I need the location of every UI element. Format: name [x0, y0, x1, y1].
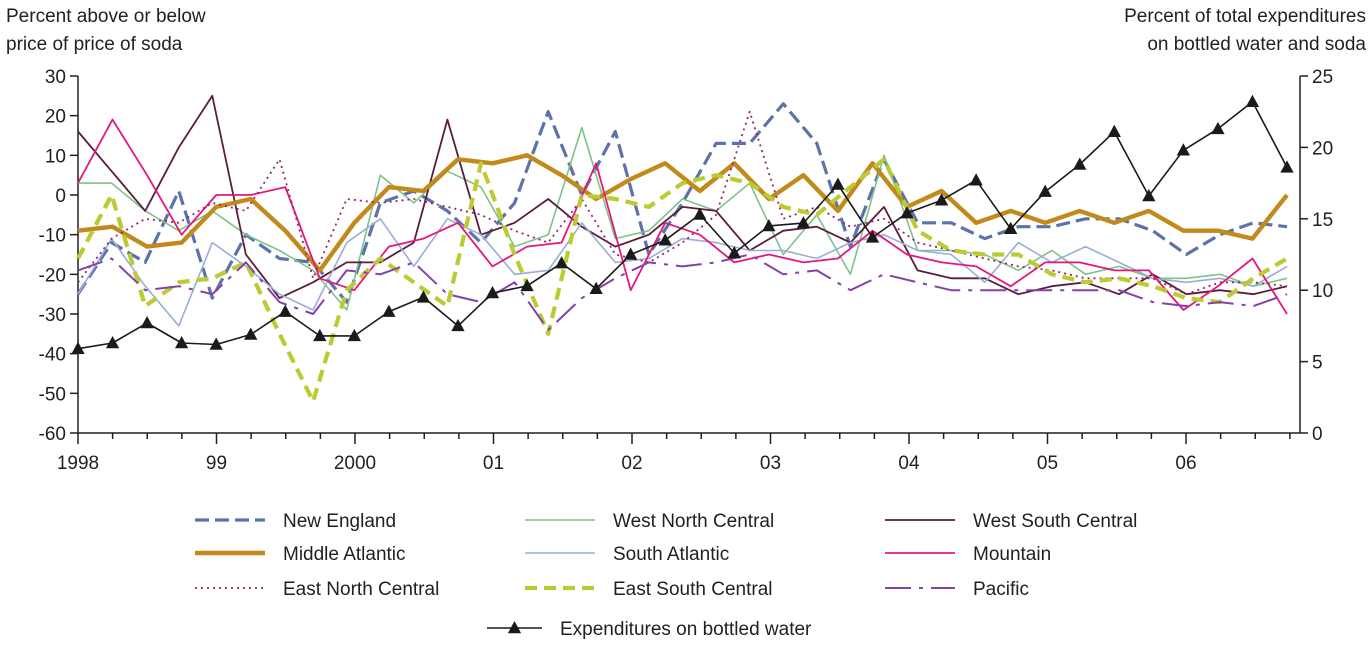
- x-axis-tick-label: 04: [898, 453, 920, 474]
- right-axis-tick-label: 0: [1312, 424, 1323, 445]
- right-axis-tick-label: 20: [1312, 138, 1333, 159]
- left-axis-tick-label: -10: [39, 226, 66, 247]
- series-line-new-england: [76, 102, 1288, 304]
- legend-label: East South Central: [613, 579, 772, 600]
- data-point-expenditures-on-bottled-water: [900, 206, 914, 219]
- data-point-expenditures-on-bottled-water: [382, 304, 396, 317]
- right-axis-title-line-2: on bottled water and soda: [1147, 34, 1366, 55]
- data-point-expenditures-on-bottled-water: [658, 233, 672, 246]
- legend-label: West North Central: [613, 511, 774, 532]
- x-axis-tick-label: 99: [206, 453, 227, 474]
- left-axis-tick-label: 10: [45, 146, 66, 167]
- x-axis-tick-label: 06: [1175, 453, 1196, 474]
- data-point-expenditures-on-bottled-water: [416, 290, 431, 303]
- left-axis-tick-label: -20: [39, 265, 66, 286]
- data-point-expenditures-on-bottled-water: [1245, 94, 1260, 107]
- left-axis-tick-label: 0: [55, 186, 66, 207]
- data-point-expenditures-on-bottled-water: [624, 247, 638, 260]
- legend-label: New England: [283, 511, 396, 532]
- data-point-expenditures-on-bottled-water: [727, 246, 741, 259]
- series-line-east-south-central: [76, 157, 1289, 404]
- data-point-expenditures-on-bottled-water: [209, 337, 223, 350]
- left-axis-tick-label: -40: [39, 345, 66, 366]
- x-axis-tick-label: 1998: [57, 453, 99, 474]
- data-point-expenditures-on-bottled-water: [1073, 157, 1087, 170]
- series-line-middle-atlantic: [77, 153, 1289, 273]
- x-axis-tick-label: 02: [621, 453, 642, 474]
- data-point-expenditures-on-bottled-water: [485, 286, 500, 299]
- data-point-expenditures-on-bottled-water: [554, 256, 569, 269]
- legend-marker: [507, 621, 522, 634]
- right-axis-tick-label: 5: [1312, 353, 1323, 374]
- x-axis-tick-label: 2000: [334, 453, 376, 474]
- series-line-mountain: [77, 118, 1288, 315]
- right-axis-tick-label: 10: [1312, 281, 1333, 302]
- data-point-expenditures-on-bottled-water: [796, 216, 811, 229]
- data-point-expenditures-on-bottled-water: [1004, 221, 1018, 235]
- right-axis-tick-label: 25: [1312, 67, 1333, 88]
- series-line-expenditures-on-bottled-water: [77, 100, 1288, 350]
- data-point-expenditures-on-bottled-water: [313, 328, 327, 342]
- data-point-expenditures-on-bottled-water: [865, 230, 880, 243]
- legend-label: East North Central: [283, 579, 439, 600]
- left-axis-tick-label: -60: [39, 424, 66, 445]
- right-axis-tick-label: 15: [1312, 210, 1333, 231]
- left-axis-tick-label: -50: [39, 384, 66, 405]
- axes: 30 20 10 0 -10 -20 -30 -40 -50 -60 25 20 15 10 5 0 1998 9…: [39, 67, 1334, 474]
- data-point-expenditures-on-bottled-water: [140, 316, 154, 329]
- data-point-expenditures-on-bottled-water: [347, 328, 361, 342]
- series-line-pacific: [77, 253, 1288, 331]
- data-point-expenditures-on-bottled-water: [589, 281, 603, 295]
- plot-area: [71, 94, 1294, 404]
- data-point-expenditures-on-bottled-water: [831, 177, 845, 190]
- data-point-expenditures-on-bottled-water: [105, 336, 120, 349]
- data-point-expenditures-on-bottled-water: [520, 278, 534, 292]
- series-line-south-atlantic: [77, 218, 1288, 327]
- legend: New England West North Central West South …: [195, 511, 1137, 640]
- left-axis-tick-label: 20: [45, 107, 66, 128]
- legend-label: Pacific: [973, 579, 1029, 600]
- x-axis-tick-label: 05: [1037, 453, 1058, 474]
- x-axis-tick-label: 01: [483, 453, 504, 474]
- data-point-expenditures-on-bottled-water: [934, 193, 949, 206]
- data-point-expenditures-on-bottled-water: [71, 341, 85, 354]
- series-line-west-north-central: [78, 126, 1288, 311]
- data-point-expenditures-on-bottled-water: [1142, 188, 1156, 202]
- data-point-expenditures-on-bottled-water: [762, 218, 776, 232]
- data-point-expenditures-on-bottled-water: [1280, 160, 1294, 173]
- legend-label: West South Central: [973, 511, 1137, 532]
- legend-label: Expenditures on bottled water: [560, 619, 812, 640]
- legend-label: Mountain: [973, 544, 1051, 565]
- data-point-expenditures-on-bottled-water: [693, 207, 707, 220]
- data-point-expenditures-on-bottled-water: [451, 318, 465, 332]
- data-point-expenditures-on-bottled-water: [969, 173, 983, 186]
- left-axis-tick-label: 30: [45, 67, 66, 88]
- left-axis-title-line-1: Percent above or below: [6, 6, 206, 27]
- data-point-expenditures-on-bottled-water: [278, 304, 292, 317]
- data-point-expenditures-on-bottled-water: [1211, 121, 1225, 135]
- legend-label: Middle Atlantic: [283, 544, 406, 565]
- data-point-expenditures-on-bottled-water: [174, 336, 189, 349]
- left-axis-title-line-2: price of price of soda: [6, 34, 183, 55]
- legend-label: South Atlantic: [613, 544, 729, 565]
- data-point-expenditures-on-bottled-water: [1176, 143, 1191, 156]
- data-point-expenditures-on-bottled-water: [1107, 124, 1121, 137]
- right-axis-title-line-1: Percent of total expenditures: [1124, 6, 1366, 27]
- data-point-expenditures-on-bottled-water: [244, 327, 258, 340]
- left-axis-tick-label: -30: [39, 305, 66, 326]
- data-point-expenditures-on-bottled-water: [1038, 184, 1052, 197]
- x-axis-tick-label: 03: [760, 453, 781, 474]
